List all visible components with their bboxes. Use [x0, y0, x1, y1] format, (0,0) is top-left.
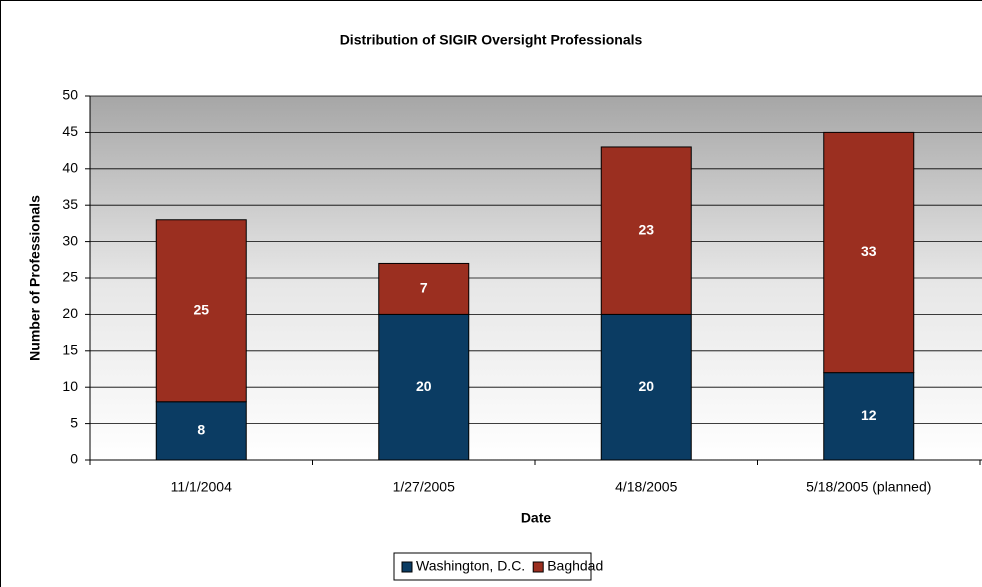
legend-swatch	[532, 561, 544, 573]
y-tick-label: 15	[62, 342, 78, 358]
y-tick-label: 50	[62, 87, 78, 103]
x-tick-label: 1/27/2005	[393, 479, 455, 495]
data-label: 25	[193, 301, 209, 317]
y-tick-label: 35	[62, 196, 78, 212]
data-label: 20	[638, 378, 654, 394]
legend-label: Washington, D.C.	[416, 558, 525, 574]
bar-segment	[378, 313, 470, 461]
data-label: 23	[638, 221, 654, 237]
y-tick-label: 30	[62, 232, 78, 248]
legend-swatch	[401, 561, 413, 573]
data-label: 12	[861, 407, 877, 423]
chart-title: Distribution of SIGIR Oversight Professi…	[340, 32, 643, 48]
bar-segment	[600, 146, 692, 315]
y-axis-label: Number of Professionals	[27, 195, 43, 361]
data-label: 8	[197, 422, 205, 438]
y-tick-label: 10	[62, 378, 78, 394]
bar-segment	[155, 219, 247, 403]
x-tick-label: 4/18/2005	[615, 479, 677, 495]
x-tick-label: 11/1/2004	[171, 479, 232, 495]
data-label: 20	[416, 378, 432, 394]
y-tick-label: 5	[70, 414, 78, 430]
y-tick-label: 45	[62, 123, 78, 139]
x-axis-label: Date	[521, 510, 552, 526]
y-tick-label: 20	[62, 305, 78, 321]
bar-segment	[600, 313, 692, 461]
x-tick-label: 5/18/2005 (planned)	[806, 479, 931, 495]
data-label: 33	[861, 243, 877, 259]
y-tick-label: 25	[62, 269, 78, 285]
y-tick-label: 0	[70, 451, 78, 467]
legend-box	[393, 552, 592, 581]
legend-label: Baghdad	[547, 558, 603, 574]
bar-segment	[378, 262, 470, 315]
bar-segment	[823, 131, 915, 374]
y-tick-label: 40	[62, 160, 78, 176]
bar-segment	[823, 372, 915, 461]
data-label: 7	[420, 280, 428, 296]
